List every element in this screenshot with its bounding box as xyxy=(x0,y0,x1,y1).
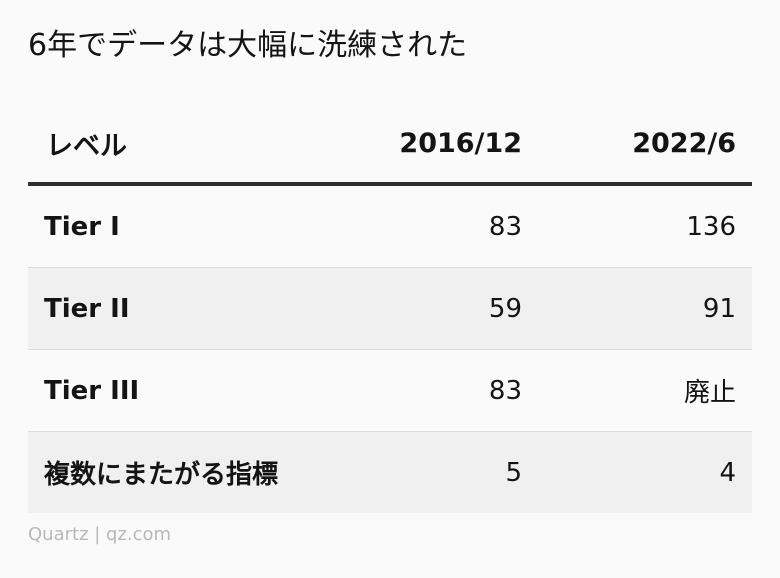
row-label: Tier III xyxy=(44,375,140,406)
row-label: Tier I xyxy=(44,211,120,242)
cell-2022-6: 廃止 xyxy=(683,378,736,408)
column-header-2022-6: 2022/6 xyxy=(632,127,736,159)
data-table: レベル 2016/12 2022/6 Tier I 83 136 Tier II… xyxy=(28,104,752,513)
column-header-level: レベル xyxy=(46,130,127,162)
table-row-tier-1: Tier I 83 136 xyxy=(28,186,752,268)
table-row-multi-tier: 複数にまたがる指標 5 4 xyxy=(28,432,752,513)
row-label: Tier II xyxy=(44,293,130,324)
cell-2016-12: 83 xyxy=(488,211,522,242)
cell-2022-6: 4 xyxy=(719,457,736,488)
cell-2016-12: 5 xyxy=(505,457,522,488)
cell-2022-6: 91 xyxy=(702,293,736,324)
row-label: 複数にまたがる指標 xyxy=(44,460,279,490)
table-row-tier-3: Tier III 83 廃止 xyxy=(28,350,752,432)
table-header-row: レベル 2016/12 2022/6 xyxy=(28,104,752,186)
source-credit: Quartz | qz.com xyxy=(28,524,172,545)
table-row-tier-2: Tier II 59 91 xyxy=(28,268,752,350)
chart-title: 6年でデータは大幅に洗練された xyxy=(28,28,468,63)
cell-2022-6: 136 xyxy=(686,211,736,242)
column-header-2016-12: 2016/12 xyxy=(399,127,522,159)
cell-2016-12: 59 xyxy=(488,293,522,324)
cell-2016-12: 83 xyxy=(488,375,522,406)
